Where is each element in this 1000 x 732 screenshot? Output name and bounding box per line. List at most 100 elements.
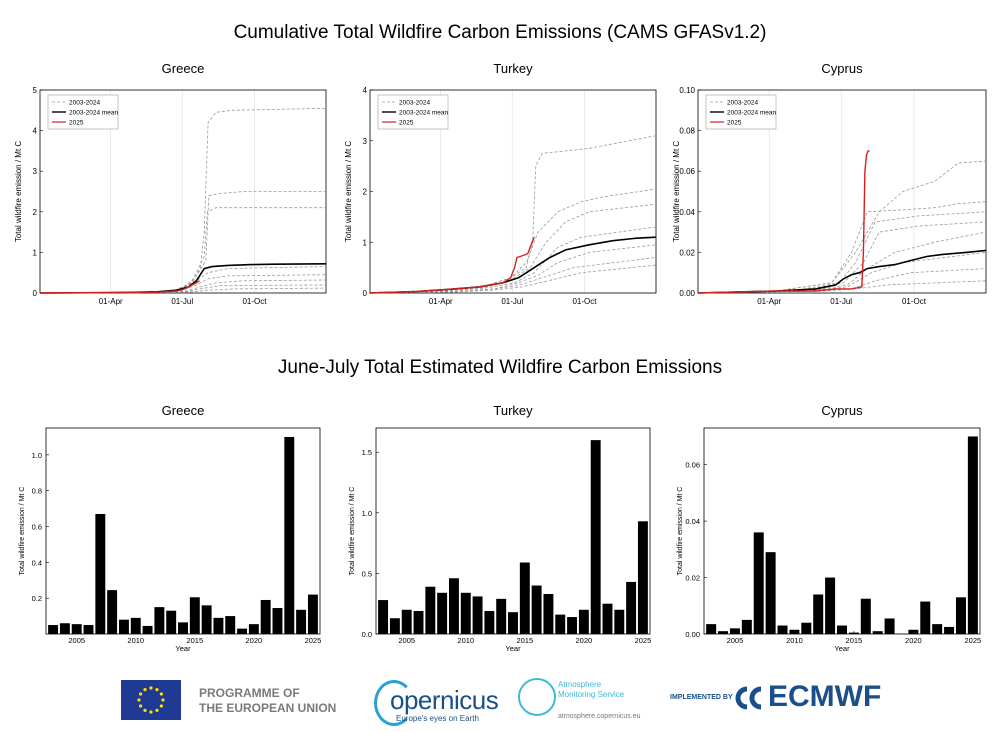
bar-2016 <box>201 605 212 634</box>
bar-2022 <box>602 603 613 634</box>
x-tick-label: 01-Apr <box>757 297 781 306</box>
bar-2016 <box>860 598 871 634</box>
y-tick-label: 0 <box>363 289 368 298</box>
series-line-history <box>39 191 326 294</box>
x-axis-label: Year <box>834 644 850 653</box>
bar-2006 <box>741 619 752 634</box>
y-tick-label: 0.00 <box>685 630 700 639</box>
y-tick-label: 0.00 <box>679 289 695 298</box>
y-tick-label: 0.02 <box>685 574 700 583</box>
x-tick-label: 2005 <box>68 636 85 645</box>
bars-turkey-chart: Turkey 0.0 0.5 1.0 1.5 2005 2010 2015 2020 2025 Ye… <box>349 403 652 653</box>
bars-greece-chart: Greece 0.2 0.4 0.6 0.8 1.0 2005 2010 2015 2020 202… <box>19 403 322 653</box>
plot-frame <box>369 89 657 294</box>
eu-stars-icon <box>137 686 165 714</box>
bars-cyprus-chart: Cyprus 0.00 0.02 0.04 0.06 2005 2010 2015 2020 20… <box>677 403 982 653</box>
y-tick-label: 3 <box>363 137 368 146</box>
bar-2005 <box>401 609 412 634</box>
eu-programme-text: PROGRAMME OF THE EUROPEAN UNION <box>199 686 336 716</box>
bar-2023 <box>284 436 295 634</box>
legend-label: 2025 <box>69 120 84 127</box>
series-line-history <box>697 211 987 294</box>
bar-2024 <box>626 581 637 634</box>
series-line-history <box>369 244 657 294</box>
bar-2004 <box>718 631 729 634</box>
x-tick-label: 01-Oct <box>242 297 267 306</box>
top-section-title: Cumulative Total Wildfire Carbon Emissio… <box>233 22 767 43</box>
legend-label: 2003-2024 <box>69 100 100 107</box>
series-line-history <box>39 207 326 294</box>
y-tick-label: 1 <box>33 248 38 257</box>
bar-2004 <box>389 618 400 634</box>
bar-2025 <box>967 436 978 634</box>
bar-2005 <box>71 624 82 634</box>
x-axis-label: Year <box>175 644 191 653</box>
x-axis-label: Year <box>505 644 521 653</box>
series-line-history <box>369 203 657 294</box>
x-tick-label: 2005 <box>727 636 744 645</box>
cumulative-turkey-chart: Turkey 01-Apr 01-Jul 01-Oct 0 1 2 3 4 Total wildf… <box>344 61 657 306</box>
x-tick-label: 2025 <box>305 636 322 645</box>
bar-2013 <box>496 598 507 634</box>
bar-2014 <box>837 625 847 634</box>
eu-flag-logo <box>121 680 181 720</box>
bar-2010 <box>460 592 471 634</box>
bar-2014 <box>508 612 518 634</box>
x-tick-label: 2025 <box>965 636 982 645</box>
bar-2024 <box>296 609 307 634</box>
series-line-history <box>369 264 657 294</box>
bar-2025 <box>307 594 318 634</box>
plot-frame <box>375 427 651 635</box>
bar-2011 <box>472 596 483 634</box>
series-line-history <box>39 107 327 294</box>
y-tick-label: 1.5 <box>362 448 372 457</box>
bar-2008 <box>437 592 448 634</box>
bar-2007 <box>425 586 436 634</box>
y-tick-label: 0.0 <box>362 630 372 639</box>
cumulative-greece-chart: Greece 01-Apr 01-Jul 01-Oct 0 1 2 3 4 5 Total wild… <box>14 61 327 306</box>
series-line-history <box>697 160 987 294</box>
plot-frame <box>697 89 987 294</box>
x-tick-label: 01-Oct <box>902 297 927 306</box>
ecmwf-mark-icon <box>735 686 762 710</box>
implemented-by-label: IMPLEMENTED BY <box>670 694 733 701</box>
cams-name: Atmosphere Monitoring Service <box>558 680 624 700</box>
bar-2019 <box>237 628 248 634</box>
bar-2020 <box>578 609 589 634</box>
y-tick-label: 2 <box>363 188 368 197</box>
series-line-history <box>697 231 987 294</box>
bar-2006 <box>83 625 94 634</box>
bar-2003 <box>378 600 389 634</box>
bar-2010 <box>130 617 141 634</box>
x-tick-label: 2015 <box>186 636 203 645</box>
bar-2009 <box>777 625 788 634</box>
bar-2017 <box>543 594 554 634</box>
y-axis-label: Total wildfire emission / Mt C <box>349 487 356 576</box>
copernicus-name: opernicus <box>390 685 499 715</box>
x-tick-label: 01-Apr <box>99 297 123 306</box>
x-tick-label: 2005 <box>398 636 415 645</box>
series-line-history <box>39 279 327 294</box>
legend-label: 2003-2024 <box>399 100 430 107</box>
series-line-history <box>369 226 657 294</box>
bar-2014 <box>178 622 188 634</box>
series-line-mean <box>697 249 987 294</box>
eu-line-2: THE EUROPEAN UNION <box>199 701 337 715</box>
bar-2012 <box>154 607 165 634</box>
bar-2006 <box>413 610 424 634</box>
y-tick-label: 4 <box>33 127 38 136</box>
bar-2011 <box>142 625 153 634</box>
bar-2012 <box>484 610 495 634</box>
bar-2012 <box>813 594 824 634</box>
legend-label: 2025 <box>727 120 742 127</box>
y-tick-label: 0.04 <box>685 517 700 526</box>
bar-2015 <box>189 597 200 634</box>
x-tick-label: 2025 <box>635 636 652 645</box>
plot-frame <box>703 427 981 635</box>
series-line-history <box>39 274 327 294</box>
bar-2016 <box>531 585 542 634</box>
bar-2008 <box>765 552 776 634</box>
series-line-current <box>39 280 200 294</box>
y-tick-label: 0.06 <box>685 461 700 470</box>
bar-2020 <box>248 624 259 634</box>
